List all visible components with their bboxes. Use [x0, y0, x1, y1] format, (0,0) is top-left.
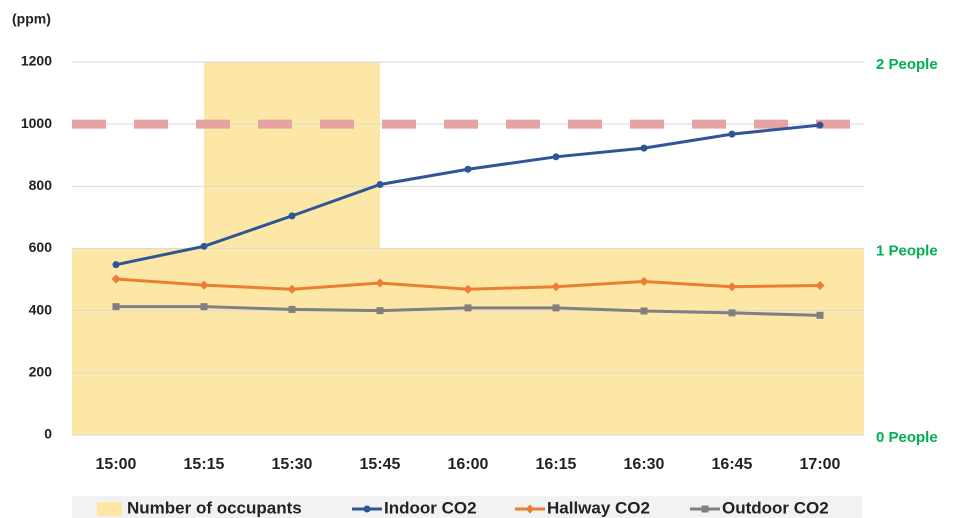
marker	[816, 311, 824, 319]
occupancy-bar	[820, 248, 864, 435]
marker	[727, 282, 737, 292]
occupancy-bar	[556, 248, 644, 435]
occupancy-bar	[380, 248, 468, 435]
y-tick-label: 800	[29, 177, 53, 193]
marker	[551, 282, 561, 292]
marker	[463, 284, 473, 294]
marker	[639, 276, 649, 286]
y2-tick-label: 1 People	[876, 242, 938, 259]
y2-tick-label: 2 People	[876, 56, 938, 73]
marker	[464, 304, 472, 312]
marker	[728, 130, 736, 138]
marker	[552, 153, 560, 161]
x-tick-label: 15:00	[96, 456, 137, 473]
legend-label: Indoor CO2	[384, 498, 477, 517]
marker	[288, 212, 296, 220]
x-tick-label: 15:30	[272, 456, 313, 473]
y-tick-label: 1000	[21, 115, 52, 131]
marker	[288, 305, 296, 313]
marker	[815, 280, 825, 290]
marker	[287, 284, 297, 294]
marker	[111, 274, 121, 284]
marker	[464, 165, 472, 173]
occupancy-bar	[468, 248, 556, 435]
y-tick-label: 400	[29, 301, 53, 317]
x-tick-label: 16:15	[536, 456, 577, 473]
marker	[199, 280, 209, 290]
marker	[200, 242, 208, 250]
marker	[640, 144, 648, 152]
marker	[552, 304, 560, 312]
x-tick-label: 15:45	[360, 456, 401, 473]
marker	[640, 307, 648, 315]
marker	[525, 504, 535, 514]
x-tick-label: 16:45	[712, 456, 753, 473]
x-tick-label: 15:15	[184, 456, 225, 473]
marker	[816, 121, 824, 129]
occupancy-bar	[644, 248, 732, 435]
marker	[200, 303, 208, 311]
marker	[701, 505, 709, 513]
legend-label: Outdoor CO2	[722, 498, 829, 517]
y-tick-label: 200	[29, 364, 53, 380]
legend-swatch	[97, 502, 122, 516]
x-tick-label: 17:00	[800, 456, 841, 473]
legend-background	[72, 496, 862, 518]
y-tick-label: 1200	[21, 53, 52, 69]
marker	[376, 307, 384, 315]
y-axis-label: (ppm)	[12, 11, 51, 27]
legend-label: Hallway CO2	[547, 498, 650, 517]
marker	[363, 505, 371, 513]
marker	[728, 309, 736, 317]
x-tick-label: 16:00	[448, 456, 489, 473]
marker	[375, 278, 385, 288]
marker	[112, 261, 120, 269]
occupancy-bar	[72, 248, 204, 435]
marker	[112, 303, 120, 311]
occupancy-bar	[732, 248, 820, 435]
y2-tick-label: 0 People	[876, 429, 938, 446]
legend-label: Number of occupants	[127, 498, 302, 517]
y-tick-label: 600	[29, 239, 53, 255]
marker	[376, 180, 384, 188]
y-tick-label: 0	[44, 426, 52, 442]
x-tick-label: 16:30	[624, 456, 665, 473]
